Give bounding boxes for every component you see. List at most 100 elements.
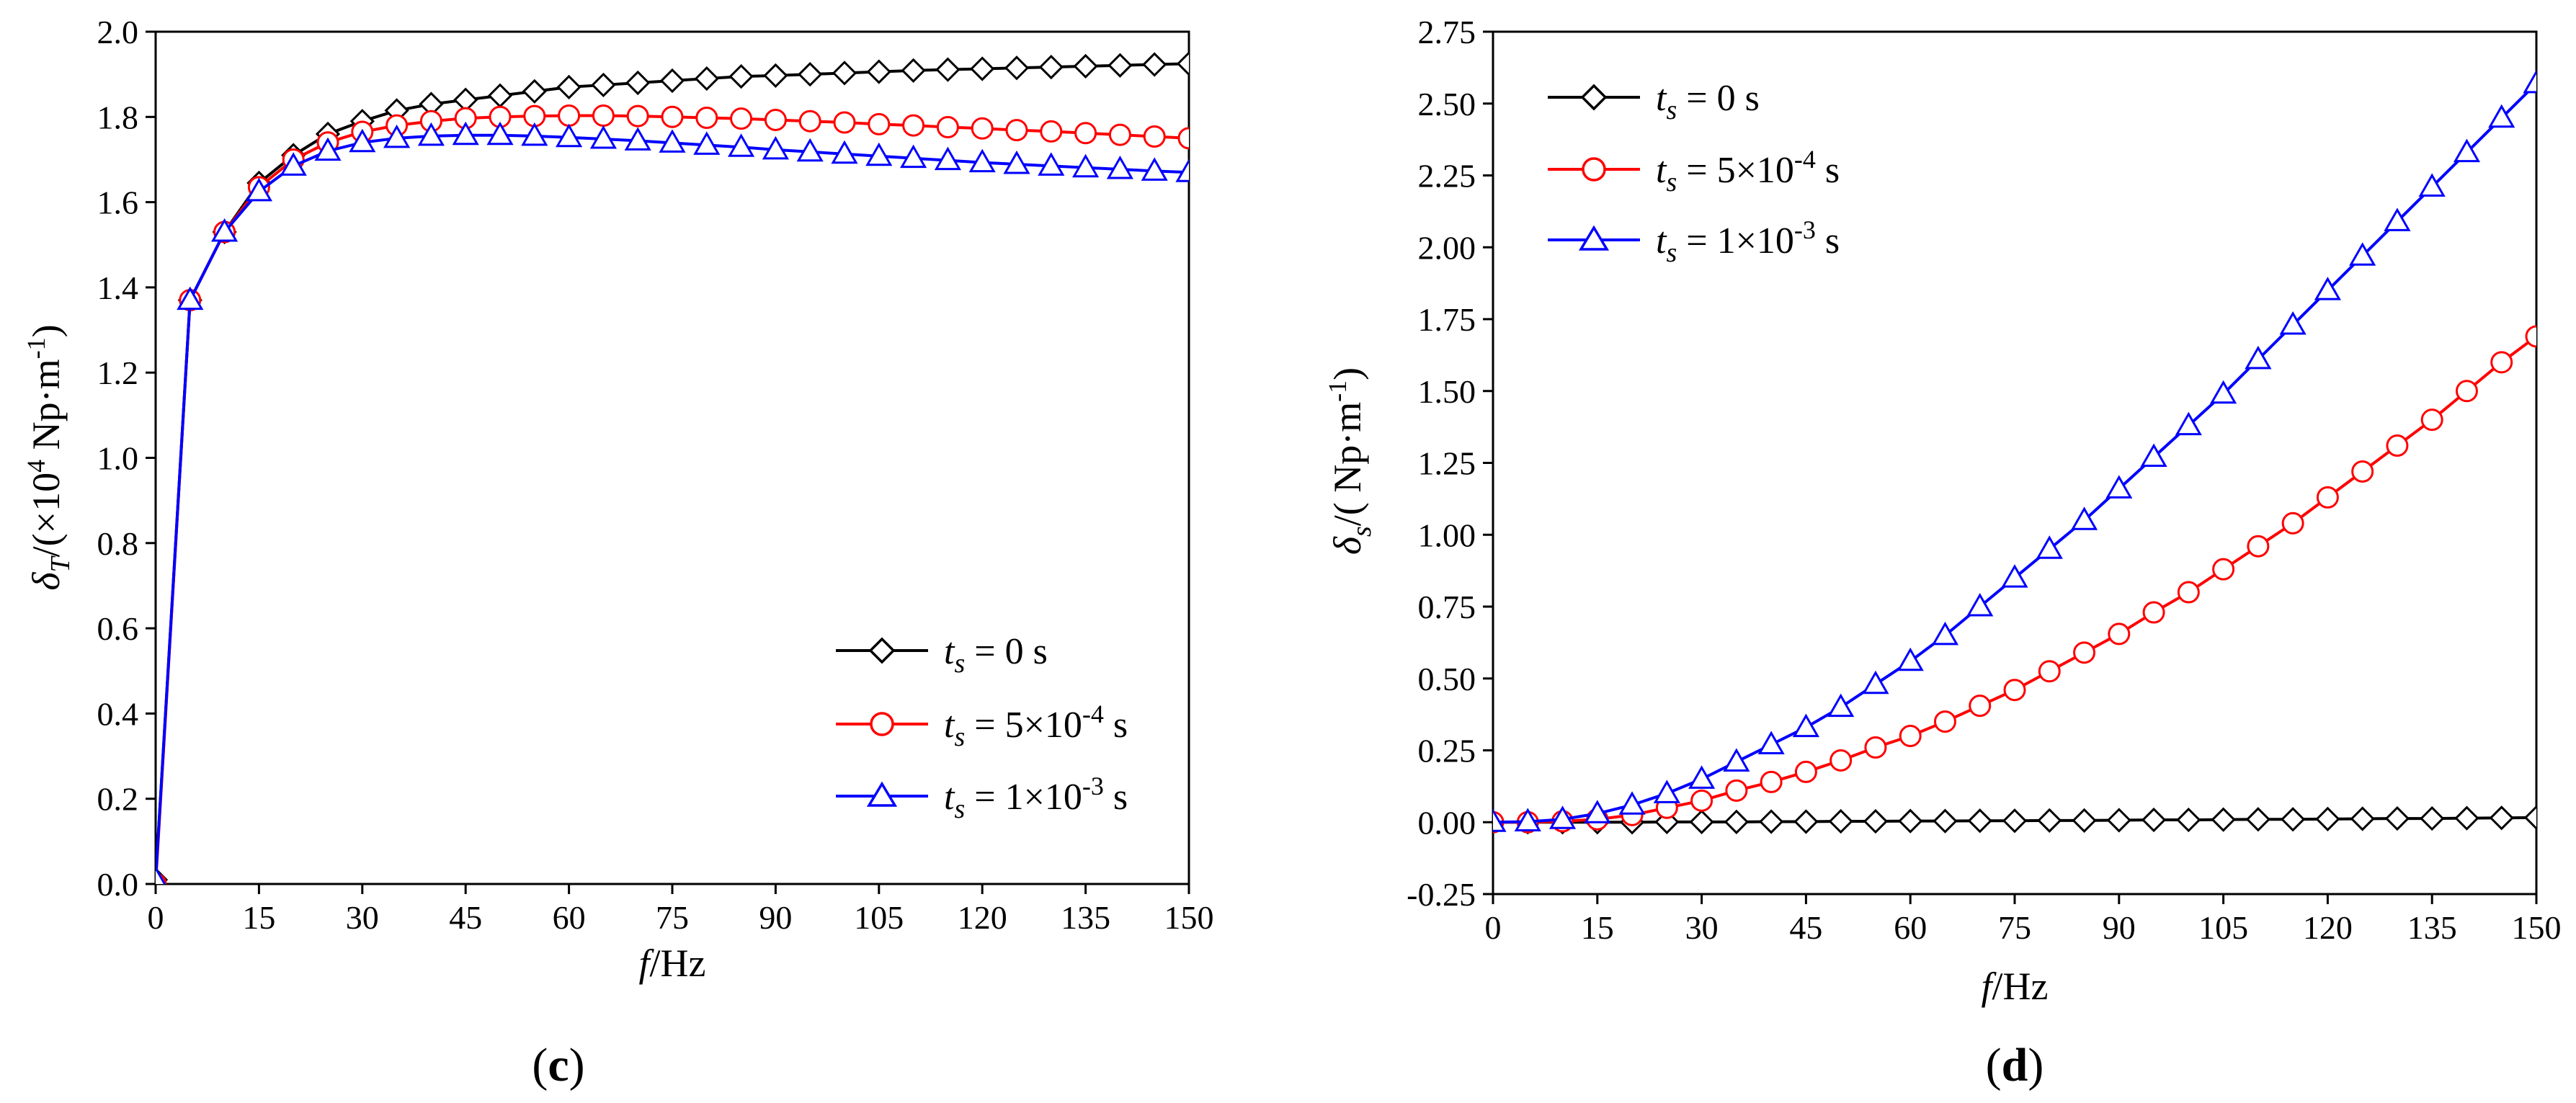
data-point-ts-5-10-4-s-f125: [1005, 119, 1028, 142]
data-point-ts-1-10-3-s-f65: [589, 125, 617, 149]
x-tick-label-30: 30: [346, 899, 379, 936]
data-point-ts-0-s-f115: [2281, 807, 2306, 832]
data-point-ts-1-10-3-s-f100: [831, 140, 858, 164]
data-point-ts-0-s-f65: [1933, 808, 1958, 834]
data-point-ts-0-s-f45: [1793, 809, 1819, 834]
data-point-ts-1-10-3-s-f10: [211, 218, 239, 242]
panel-d: 0 15 30 45 60 75 90 105 120 135 150 -0.25 0.00 0.25 0…: [1323, 14, 2562, 1091]
data-point-ts-5-10-4-s-f115: [2281, 512, 2304, 535]
data-point-ts-5-10-4-s-f75: [661, 105, 684, 128]
data-point-ts-0-s-f50: [487, 83, 513, 108]
data-point-ts-5-10-4-s-f90: [2108, 622, 2131, 646]
data-point-ts-1-10-3-s-f15: [245, 177, 272, 202]
data-point-ts-1-10-3-s-f115: [934, 146, 961, 171]
series-line-ts-1-10-3-s: [156, 133, 1189, 880]
data-point-ts-0-s-f125: [2350, 806, 2375, 831]
legend-entry-ts-5e-4: ts = 5×10-4 s: [1548, 145, 1840, 197]
x-tick-label-0: 0: [1485, 909, 1502, 946]
data-point-ts-0-s-f50: [1828, 808, 1853, 834]
y-tick-label-1-25: 1.25: [1418, 445, 1476, 482]
data-point-ts-1-10-3-s-f145: [1141, 157, 1168, 181]
data-point-ts-0-s-f140: [1107, 53, 1133, 78]
data-point-ts-0-s-f115: [935, 57, 961, 82]
data-point-ts-5-10-4-s-f105: [868, 112, 891, 135]
data-point-ts-5-10-4-s-f150: [2525, 325, 2536, 348]
data-point-ts-5-10-4-s-f35: [1725, 779, 1748, 802]
data-point-ts-0-s-f150: [2523, 805, 2536, 830]
data-point-ts-1-10-3-s-f110: [900, 144, 927, 169]
data-point-ts-0-s-f120: [2315, 806, 2340, 831]
data-point-ts-5-10-4-s-f105: [2212, 558, 2235, 581]
data-point-ts-1-10-3-s-f110: [2245, 345, 2272, 370]
panel-c: 0 15 30 45 60 75 90 105 120 135 150 0.0 0.2 0.4 0.6 0.…: [22, 14, 1214, 1091]
data-point-ts-1-10-3-s-f65: [1931, 621, 1959, 646]
data-point-ts-5-10-4-s-f80: [695, 106, 718, 129]
data-point-ts-0-s-f100: [2176, 807, 2201, 833]
legend: ts = 0 s ts = 5×10-4 s ts = 1×10-3 s: [1548, 78, 1840, 268]
data-point-ts-1-10-3-s-f35: [1723, 748, 1750, 772]
data-point-ts-0-s-f105: [866, 59, 891, 84]
x-tick-label-90: 90: [759, 899, 792, 936]
data-point-ts-0-s-f60: [1898, 808, 1923, 834]
data-point-ts-0-s-f110: [901, 58, 926, 83]
data-point-ts-0-s-f135: [1073, 53, 1098, 79]
data-point-ts-1-10-3-s-f150: [1175, 158, 1189, 182]
x-axis-label: f/Hz: [1982, 965, 2049, 1008]
x-tick-label-45: 45: [449, 899, 482, 936]
data-point-ts-0-s-f70: [1967, 808, 1992, 834]
legend-marker-circle: [1582, 157, 1606, 182]
data-point-ts-0-s-f80: [2037, 808, 2062, 833]
data-point-ts-5-10-4-s-f45: [1794, 760, 1817, 783]
data-point-ts-0-s-f130: [1038, 54, 1064, 80]
legend-entry-ts-0: ts = 0 s: [1548, 78, 1760, 125]
data-point-ts-1-10-3-s-f55: [1862, 670, 1889, 695]
data-point-ts-5-10-4-s-f70: [1969, 695, 1992, 718]
y-tick-label-2-50: 2.50: [1418, 86, 1476, 122]
data-point-ts-5-10-4-s-f60: [1899, 725, 1922, 748]
data-point-ts-0-s-f125: [1004, 55, 1030, 81]
x-tick-label-75: 75: [1998, 909, 2031, 946]
legend: ts = 0 s ts = 5×10-4 s ts = 1×10-3 s: [836, 631, 1128, 824]
data-point-ts-1-10-3-s-f120: [2314, 277, 2341, 300]
data-point-ts-1-10-3-s-f0: [156, 866, 166, 884]
x-tick-label-105: 105: [2198, 909, 2248, 946]
data-point-ts-0-s-f145: [2489, 805, 2514, 831]
x-axis-label: f/Hz: [639, 942, 706, 985]
legend-label-ts-0: ts = 0 s: [1656, 78, 1760, 125]
data-point-ts-1-10-3-s-f5: [1514, 808, 1541, 831]
legend-label-ts-0: ts = 0 s: [944, 631, 1048, 679]
x-tick-label-120: 120: [2303, 909, 2353, 946]
y-tick-label-1-2: 1.2: [97, 354, 139, 391]
data-point-ts-0-s-f65: [591, 72, 616, 98]
y-axis-label: δs/( Np·m-1): [1323, 367, 1377, 555]
legend-entry-ts-1e-3: ts = 1×10-3 s: [1548, 215, 1840, 268]
data-point-ts-0-s-f75: [2002, 808, 2028, 834]
x-tick-label-0: 0: [148, 899, 164, 936]
data-point-ts-1-10-3-s-f85: [728, 133, 755, 157]
x-tick-label-15: 15: [242, 899, 275, 936]
x-tick-label-135: 135: [2407, 909, 2457, 946]
data-point-ts-0-s-f55: [522, 79, 547, 104]
data-point-ts-1-10-3-s-f25: [314, 137, 342, 161]
data-point-ts-1-10-3-s-f35: [383, 124, 411, 148]
y-tick-label-1-4: 1.4: [97, 269, 139, 306]
plot-frame: [1492, 30, 2538, 896]
data-point-ts-5-10-4-s-f110: [902, 114, 925, 137]
data-point-ts-5-10-4-s-f100: [2177, 581, 2200, 604]
legend-label-ts-5e-4: ts = 5×10-4 s: [1656, 145, 1840, 197]
data-point-ts-0-s-f85: [728, 63, 754, 89]
x-tick-label-60: 60: [553, 899, 586, 936]
data-point-ts-0-s-f55: [1863, 808, 1889, 834]
y-tick-label-0-25: 0.25: [1418, 733, 1476, 769]
data-point-ts-1-10-3-s-f105: [865, 142, 893, 166]
data-point-ts-5-10-4-s-f65: [592, 104, 615, 128]
legend-entry-ts-5e-4: ts = 5×10-4 s: [836, 700, 1128, 752]
y-tick-label-0-50: 0.50: [1418, 661, 1476, 697]
y-tick-label-0-75: 0.75: [1418, 589, 1476, 625]
x-tick-label-60: 60: [1894, 909, 1927, 946]
data-point-ts-1-10-3-s-f80: [693, 131, 721, 155]
data-point-ts-1-10-3-s-f130: [1038, 152, 1065, 176]
data-point-ts-5-10-4-s-f90: [764, 108, 787, 131]
data-point-ts-5-10-4-s-f95: [798, 110, 821, 133]
